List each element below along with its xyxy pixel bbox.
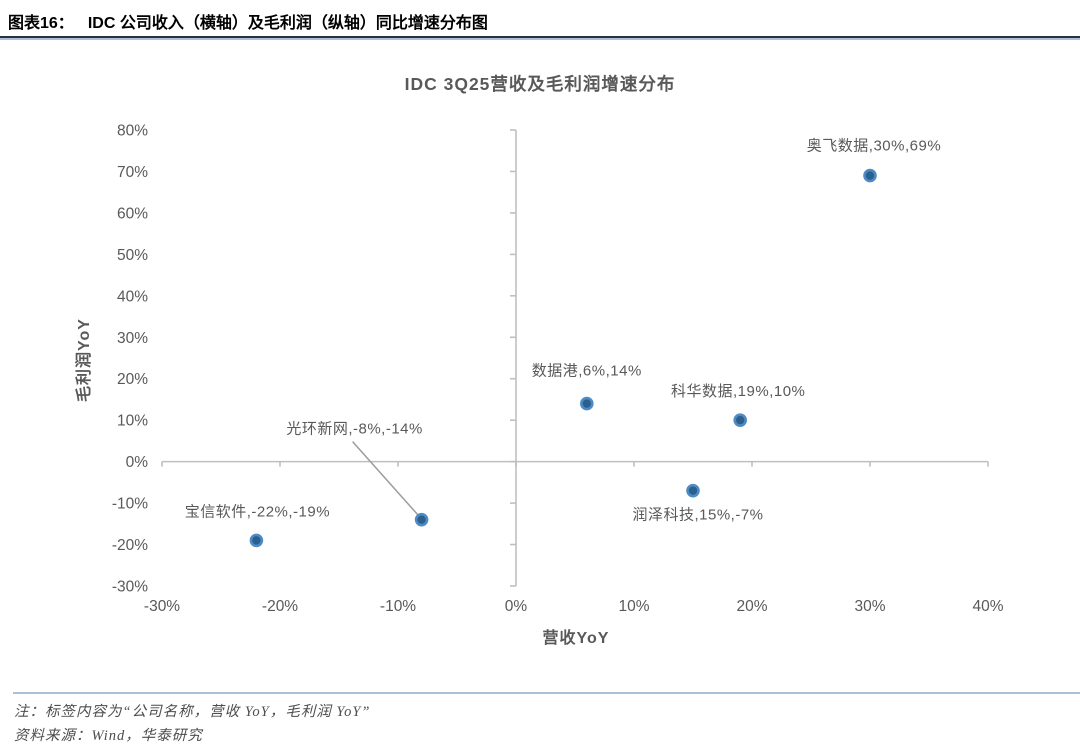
y-tick-label: 50% <box>117 247 148 264</box>
y-tick-label: -30% <box>112 579 148 596</box>
y-tick-label: 20% <box>117 371 148 388</box>
x-tick-label: 20% <box>736 598 767 615</box>
x-tick-label: -30% <box>144 598 180 615</box>
data-point-label: 光环新网,-8%,-14% <box>286 421 423 438</box>
data-point-label: 科华数据,19%,10% <box>671 383 805 400</box>
x-tick-label: -10% <box>380 598 416 615</box>
x-tick-label: 0% <box>505 598 528 615</box>
y-tick-label: 60% <box>117 205 148 222</box>
data-point <box>249 533 264 548</box>
x-tick-label: 30% <box>854 598 885 615</box>
y-axis-title: 毛利润YoY <box>76 318 93 402</box>
source-note: 资料来源：Wind，华泰研究 <box>14 728 203 744</box>
chart-title: IDC 3Q25营收及毛利润增速分布 <box>404 74 676 94</box>
figure-title: IDC 公司收入（横轴）及毛利润（纵轴）同比增速分布图 <box>87 15 488 32</box>
x-tick-label: 10% <box>618 598 649 615</box>
footnote: 注：标签内容为“公司名称，营收 YoY，毛利润 YoY” <box>14 704 371 720</box>
y-tick-label: -10% <box>112 496 148 513</box>
figure-caption: 图表16： IDC 公司收入（横轴）及毛利润（纵轴）同比增速分布图 <box>0 0 1080 33</box>
y-tick-label: 10% <box>117 413 148 430</box>
data-point <box>414 512 429 527</box>
data-point-label: 数据港,6%,14% <box>532 363 642 380</box>
data-point-label: 润泽科技,15%,-7% <box>632 507 763 524</box>
figure-number: 图表16： <box>8 15 74 32</box>
y-tick-label: -20% <box>112 537 148 554</box>
header-divider <box>0 36 1080 40</box>
y-tick-label: 80% <box>117 123 148 140</box>
label-leader-line <box>352 441 420 517</box>
x-axis-title: 营收YoY <box>542 630 610 647</box>
x-tick-label: 40% <box>972 598 1003 615</box>
y-tick-label: 40% <box>117 288 148 305</box>
data-point <box>686 483 700 498</box>
data-point-label: 宝信软件,-22%,-19% <box>185 503 330 520</box>
y-tick-label: 0% <box>126 454 149 471</box>
y-tick-label: 70% <box>117 164 148 181</box>
data-point <box>733 413 748 427</box>
y-tick-label: 30% <box>117 330 148 347</box>
data-point <box>863 168 877 183</box>
figure-header: 图表16： IDC 公司收入（横轴）及毛利润（纵轴）同比增速分布图 <box>0 0 1080 40</box>
x-tick-label: -20% <box>262 598 298 615</box>
footer-divider <box>13 692 1080 694</box>
data-point <box>579 396 594 411</box>
data-point-label: 奥飞数据,30%,69% <box>807 138 941 155</box>
